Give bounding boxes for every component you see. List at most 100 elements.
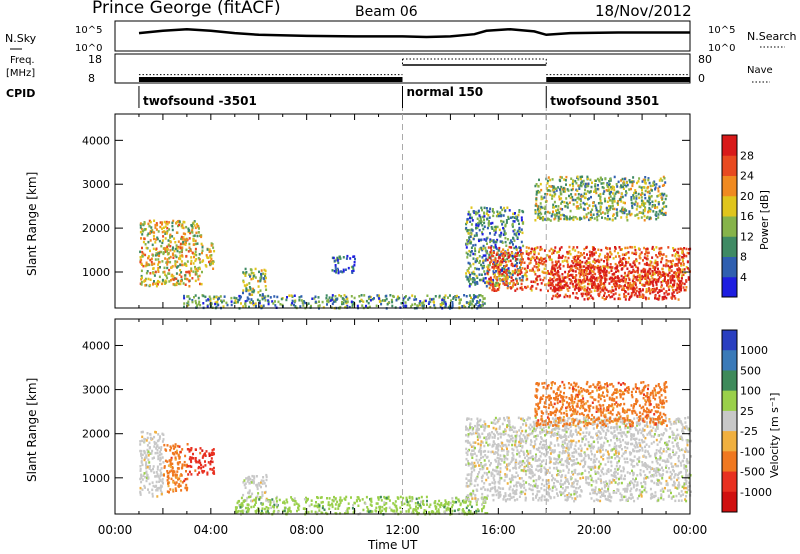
power-cell — [488, 263, 491, 267]
power-cell — [493, 233, 496, 236]
velocity-cell — [453, 509, 456, 513]
power-cell — [535, 193, 538, 196]
power-cell — [571, 260, 574, 263]
power-cell — [500, 250, 503, 253]
power-cell — [494, 258, 497, 261]
velocity-cell — [192, 452, 194, 456]
velocity-cell — [366, 506, 369, 509]
velocity-cell — [186, 443, 189, 446]
power-cell — [551, 278, 554, 281]
velocity-cell — [244, 482, 247, 485]
power-cell — [492, 261, 495, 264]
velocity-cell — [451, 497, 454, 500]
velocity-cell — [256, 495, 259, 498]
velocity-cell — [255, 511, 258, 515]
velocity-cell — [666, 489, 669, 492]
power-cell — [618, 297, 620, 300]
power-cell — [571, 248, 574, 251]
velocity-cell — [409, 499, 412, 503]
power-cell — [617, 203, 619, 206]
velocity-cell — [650, 435, 653, 438]
power-cell — [609, 179, 612, 182]
power-cell — [153, 237, 155, 241]
power-cell — [663, 183, 666, 187]
power-cell — [524, 272, 527, 275]
power-cell — [593, 190, 595, 193]
velocity-cell — [181, 464, 184, 468]
power-cell — [495, 214, 498, 218]
power-cell — [604, 256, 606, 259]
velocity-cell — [160, 446, 163, 449]
power-cell — [551, 194, 554, 197]
power-cell — [585, 259, 588, 263]
velocity-cell — [161, 473, 164, 477]
power-cell — [261, 297, 264, 301]
power-cell — [483, 215, 486, 218]
power-cell — [358, 300, 361, 303]
power-cell — [336, 259, 339, 262]
velocity-cell — [269, 499, 272, 502]
power-cell — [568, 265, 571, 269]
power-cell — [443, 300, 446, 304]
power-cell — [662, 274, 665, 277]
power-cell — [386, 303, 389, 306]
power-cell — [579, 265, 582, 269]
power-cell — [537, 252, 540, 255]
power-cell — [469, 278, 472, 281]
power-cell — [468, 238, 471, 242]
velocity-cell — [251, 492, 254, 496]
power-cell — [326, 300, 329, 303]
power-cell — [516, 273, 519, 277]
power-cell — [594, 272, 597, 276]
power-cell — [452, 297, 455, 300]
power-cell — [638, 274, 640, 278]
power-cell — [290, 303, 293, 307]
power-cell — [605, 258, 608, 262]
power-cell — [474, 212, 477, 216]
velocity-cell — [370, 497, 373, 501]
power-cell — [520, 271, 523, 274]
power-cell — [672, 247, 675, 250]
power-cell — [392, 295, 395, 298]
power-cell — [276, 295, 279, 299]
power-cell — [603, 294, 605, 297]
velocity-cell — [269, 501, 272, 504]
power-cell — [557, 260, 560, 263]
power-cell — [489, 261, 491, 264]
power-cell — [603, 283, 606, 287]
power-cell — [665, 281, 668, 284]
velocity-cell — [345, 511, 348, 515]
power-cell — [604, 265, 607, 268]
velocity-cell — [328, 497, 331, 500]
power-cell — [608, 196, 611, 200]
power-cell — [522, 244, 525, 248]
power-cell — [634, 292, 637, 295]
velocity-cell — [451, 505, 453, 509]
velocity-cell — [462, 510, 465, 513]
power-cell — [442, 299, 445, 302]
power-cell — [538, 215, 541, 218]
power-cell — [477, 224, 480, 228]
power-cell — [611, 218, 614, 222]
velocity-cell — [166, 479, 169, 482]
power-cell — [681, 274, 684, 277]
power-cell — [599, 199, 602, 202]
power-cell — [538, 274, 541, 278]
power-cell — [657, 216, 660, 219]
power-cell — [342, 302, 345, 305]
power-cell — [632, 286, 635, 290]
velocity-cell — [444, 511, 447, 515]
power-cell — [580, 282, 583, 285]
power-cell — [411, 303, 414, 306]
velocity-cell — [290, 496, 293, 499]
power-cell — [631, 286, 633, 290]
power-cell — [543, 207, 546, 210]
velocity-cell — [200, 463, 203, 467]
power-cell — [572, 215, 575, 219]
power-cell — [491, 254, 494, 258]
velocity-cell — [295, 502, 298, 505]
power-cell — [484, 246, 487, 250]
velocity-cell — [179, 479, 182, 483]
power-cell — [197, 275, 200, 278]
power-cell — [642, 212, 645, 215]
